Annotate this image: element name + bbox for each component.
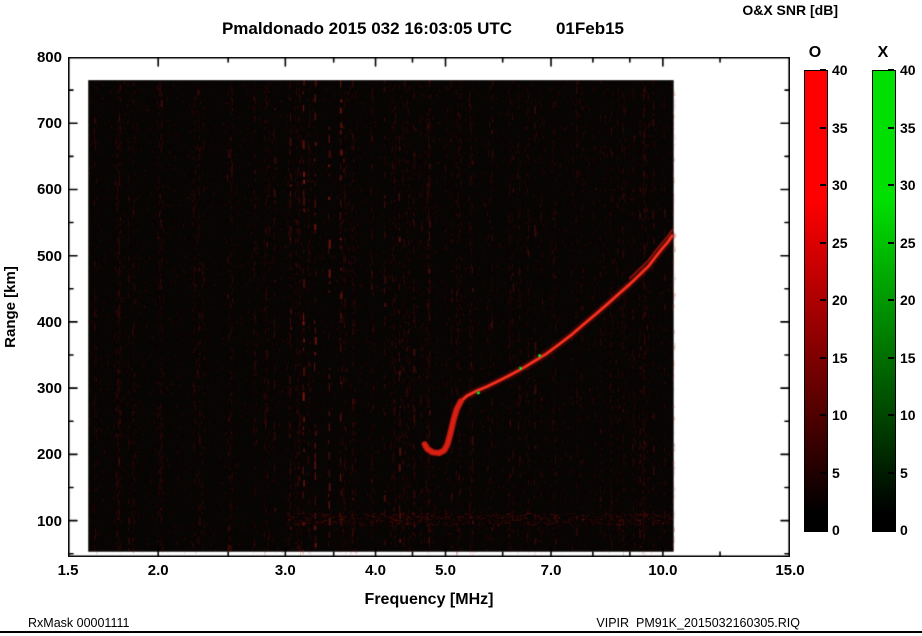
x-tick-label: 15.0 — [775, 562, 805, 579]
colorbar-tick — [888, 471, 894, 474]
x-axis-label: Frequency [MHz] — [364, 591, 494, 608]
colorbar-tick — [888, 299, 894, 301]
y-tick-label: 400 — [36, 313, 62, 331]
y-axis-label: Range [km] — [2, 266, 19, 348]
colorbar-x — [872, 70, 896, 532]
colorbar-tick-label: 35 — [832, 119, 848, 136]
date-label: 01Feb15 — [555, 19, 625, 38]
colorbar-tick-label: 25 — [900, 234, 916, 251]
x-tick-label: 3.0 — [274, 562, 296, 579]
y-tick-label: 700 — [36, 115, 62, 133]
colorbar-tick — [888, 184, 894, 186]
colorbar-tick — [820, 414, 826, 416]
colorbar-tick — [820, 126, 826, 129]
colorbar-tick-label: 5 — [900, 464, 908, 481]
colorbar-tick-label: 0 — [900, 522, 908, 538]
colorbar-tick-label: 30 — [900, 177, 916, 193]
colorbar-tick — [888, 529, 894, 531]
colorbar-tick-label: 40 — [832, 62, 848, 78]
colorbar-tick — [888, 356, 894, 359]
x-tick-label: 7.0 — [540, 562, 562, 579]
colorbar-tick — [820, 299, 826, 301]
y-tick-label: 100 — [36, 512, 62, 530]
colorbar-x-label: X — [877, 44, 889, 61]
x-tick-label: 4.0 — [365, 562, 386, 579]
colorbar-tick-label: 5 — [832, 464, 840, 481]
colorbar-tick-label: 20 — [832, 292, 848, 308]
colorbar-tick-label: 25 — [832, 234, 848, 251]
colorbar-tick — [820, 69, 826, 71]
bottom-divider — [0, 631, 922, 633]
colorbar-tick-label: 10 — [832, 407, 848, 423]
colorbar-tick — [820, 241, 826, 244]
colorbar-tick-label: 10 — [900, 407, 916, 423]
y-tick-label: 800 — [36, 49, 62, 66]
colorbar-tick — [820, 529, 826, 531]
colorbar-title: O&X SNR [dB] — [742, 2, 838, 18]
colorbar-tick-label: 15 — [900, 349, 916, 366]
colorbar-tick-label: 0 — [832, 522, 840, 538]
colorbar-tick-label: 20 — [900, 292, 916, 308]
ionogram-plot-canvas — [68, 57, 790, 557]
colorbar-tick-label: 15 — [832, 349, 848, 366]
y-tick-label: 300 — [36, 380, 62, 398]
footer-rxmask: RxMask 00001111 — [28, 616, 130, 630]
colorbar-tick — [820, 471, 826, 474]
y-tick-label: 600 — [36, 181, 62, 199]
colorbar-tick — [888, 414, 894, 416]
colorbar-tick — [888, 126, 894, 129]
page-title: Pmaldonado 2015 032 16:03:05 UTC — [221, 19, 513, 38]
x-tick-label: 1.5 — [57, 562, 79, 579]
y-tick-label: 200 — [36, 446, 62, 464]
x-tick-label: 5.0 — [435, 562, 456, 579]
colorbar-tick-label: 30 — [832, 177, 848, 193]
x-tick-label: 10.0 — [648, 562, 678, 579]
colorbar-tick — [820, 356, 826, 359]
footer-filename: VIPIR PM91K_2015032160305.RIQ — [596, 616, 800, 630]
y-tick-label: 500 — [36, 247, 62, 265]
colorbar-tick-label: 35 — [900, 119, 916, 136]
colorbar-tick — [888, 241, 894, 244]
colorbar-o — [804, 70, 828, 532]
x-tick-label: 2.0 — [147, 562, 169, 579]
colorbar-tick — [888, 69, 894, 71]
colorbar-tick-label: 40 — [900, 62, 916, 78]
colorbar-o-label: O — [808, 44, 822, 61]
colorbar-tick — [820, 184, 826, 186]
